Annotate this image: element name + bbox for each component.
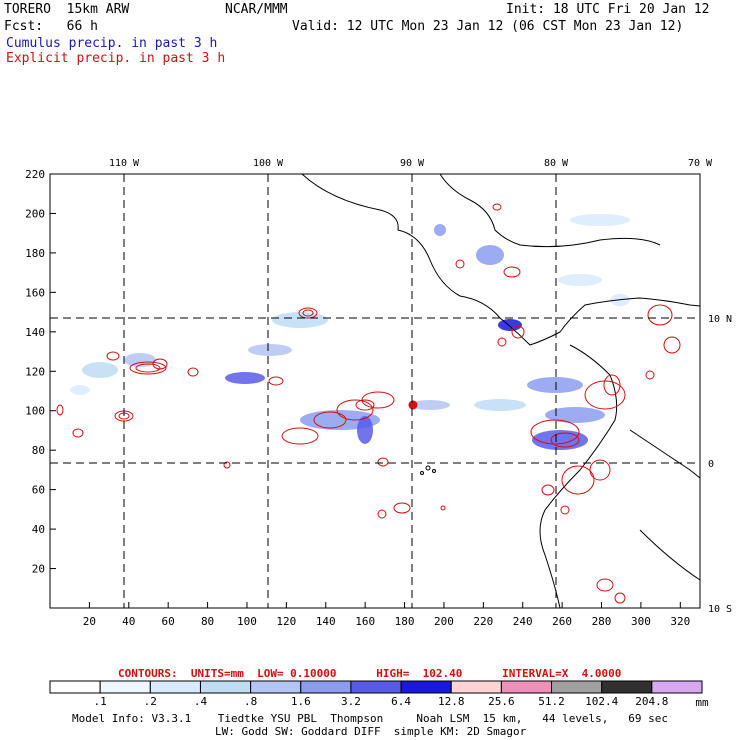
colorbar-label: 25.6 <box>488 695 515 708</box>
colorbar-swatch <box>350 680 402 694</box>
colorbar-swatch <box>49 680 101 694</box>
x-tick-label: 320 <box>670 615 690 628</box>
x-tick-label: 20 <box>83 615 96 628</box>
colorbar-swatch <box>400 680 452 694</box>
valid-time: Valid: 12 UTC Mon 23 Jan 12 (06 CST Mon … <box>292 19 684 34</box>
x-tick-label: 300 <box>631 615 651 628</box>
x-tick-label: 160 <box>355 615 375 628</box>
colorbar-label: 6.4 <box>391 695 411 708</box>
x-tick-label: 240 <box>513 615 533 628</box>
x-tick-label: 200 <box>434 615 454 628</box>
model-info-line-2: LW: Godd SW: Goddard DIFF simple KM: 2D … <box>215 725 527 738</box>
colorbar-label: .8 <box>243 695 258 708</box>
colorbar-swatch <box>551 680 603 694</box>
lon-label-100w: 100 W <box>253 158 284 169</box>
cumulus-precip-areas <box>70 214 630 450</box>
x-tick-label: 280 <box>592 615 612 628</box>
colorbar-swatch <box>199 680 252 694</box>
colorbar-swatch <box>651 680 703 694</box>
lat-label-10s: 10 S <box>708 604 732 615</box>
lon-label-70w: 70 W <box>688 158 713 169</box>
init-time: Init: 18 UTC Fri 20 Jan 12 <box>506 2 710 17</box>
colorbar-swatch <box>601 680 653 694</box>
lat-label-10n: 10 N <box>708 314 732 325</box>
y-tick-label: 80 <box>32 444 45 457</box>
y-tick-label: 180 <box>25 247 45 260</box>
colorbar-swatch <box>500 680 553 694</box>
colorbar-swatch <box>300 680 352 694</box>
explicit-precip-legend: Explicit precip. in past 3 h <box>6 51 226 66</box>
y-tick-label: 40 <box>32 523 45 536</box>
organization-label: NCAR/MMM <box>225 2 288 17</box>
x-tick-label: 100 <box>237 615 257 628</box>
colorbar-label: .2 <box>143 695 157 708</box>
x-tick-label: 220 <box>473 615 493 628</box>
model-info-line-1: Model Info: V3.3.1 Tiedtke YSU PBL Thomp… <box>72 712 669 725</box>
latitude-labels: 10 N 0 10 S <box>708 314 732 615</box>
x-tick-label: 120 <box>276 615 296 628</box>
longitude-labels: 110 W 100 W 90 W 80 W 70 W <box>109 158 713 169</box>
forecast-hour: Fcst: 66 h <box>4 19 98 34</box>
colorbar-label: .1 <box>93 695 107 708</box>
colorbar-swatch <box>250 680 302 694</box>
y-tick-label: 60 <box>32 484 45 497</box>
y-tick-label: 220 <box>25 168 45 181</box>
colorbar-label: 1.6 <box>290 695 311 708</box>
y-tick-label: 100 <box>25 405 45 418</box>
x-tick-label: 80 <box>201 615 214 628</box>
colorbar-label: 102.4 <box>585 695 619 708</box>
y-tick-label: 140 <box>25 326 45 339</box>
lon-label-80w: 80 W <box>544 158 569 169</box>
colorbar-swatch <box>99 680 151 694</box>
colorbar-label: 204.8 <box>635 695 669 708</box>
y-tick-label: 120 <box>25 365 45 378</box>
model-title: TORERO 15km ARW <box>4 2 130 17</box>
colorbar-unit: mm <box>695 696 709 709</box>
x-tick-label: 140 <box>316 615 336 628</box>
cumulus-precip-legend: Cumulus precip. in past 3 h <box>6 36 218 51</box>
explicit-precip-contours <box>56 203 681 604</box>
y-tick-label: 20 <box>32 563 45 576</box>
colorbar-swatch <box>149 680 201 694</box>
colorbar-label: 3.2 <box>340 695 361 708</box>
lon-label-90w: 90 W <box>400 158 425 169</box>
x-tick-label: 180 <box>395 615 415 628</box>
contours-info: CONTOURS: UNITS=mm LOW= 0.10000 HIGH= 10… <box>118 667 622 680</box>
lat-label-0: 0 <box>708 459 714 470</box>
lon-label-110w: 110 W <box>109 158 140 169</box>
colorbar-label: .4 <box>193 695 208 708</box>
x-tick-label: 60 <box>162 615 175 628</box>
colorbar-label: 51.2 <box>538 695 565 708</box>
colorbar-label: 12.8 <box>437 695 465 708</box>
y-axis-ticks: 20 40 60 80 100 120 140 160 180 200 220 <box>25 168 56 576</box>
x-tick-label: 40 <box>122 615 135 628</box>
y-tick-label: 200 <box>25 207 45 220</box>
lat-lon-grid <box>50 174 700 608</box>
x-tick-label: 260 <box>552 615 572 628</box>
colorbar <box>49 680 703 694</box>
x-axis-ticks: 20 40 60 80 100 120 140 160 180 200 220 240 260 280 30… <box>83 602 690 628</box>
colorbar-swatch <box>450 680 502 694</box>
map-frame <box>49 173 701 609</box>
y-tick-label: 160 <box>25 286 45 299</box>
